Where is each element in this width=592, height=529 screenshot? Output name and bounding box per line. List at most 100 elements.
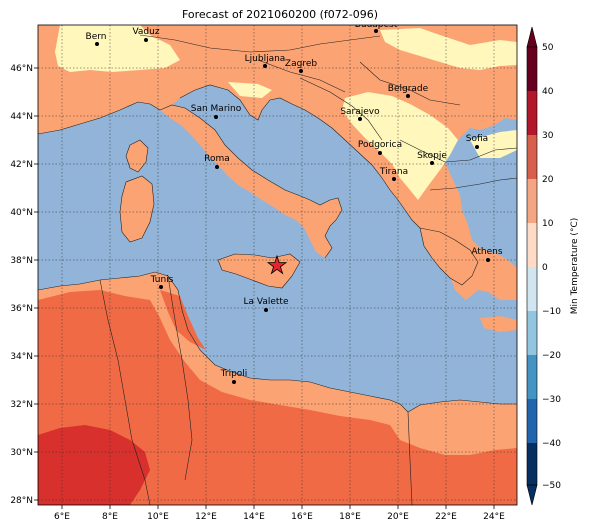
northern-land	[38, 25, 517, 300]
balkan-mild-zone	[342, 92, 458, 200]
apennine-mild-zone	[228, 82, 272, 98]
city-tunis: Tunis	[150, 275, 174, 289]
colorbar-tick-label: 40	[542, 87, 554, 97]
city-ljubljana: Ljubljana	[245, 54, 286, 68]
east-mild-zone	[470, 130, 517, 158]
lon-tick-label: 16°E	[291, 512, 313, 522]
city-label: Sarajevo	[340, 107, 380, 117]
africa-very-hot-zone	[38, 425, 150, 505]
lon-tick-label: 22°E	[435, 512, 457, 522]
colorbar-tick-label: 10	[542, 219, 554, 229]
crete-island	[480, 316, 517, 332]
colorbar-tick-label: 0	[542, 263, 548, 273]
colorbar-tick-label: −50	[542, 481, 561, 491]
longitude-axis: 6°E 8°E 10°E 12°E 14°E 16°E 18°E 20°E 22…	[54, 505, 505, 522]
lon-tick-label: 6°E	[54, 512, 70, 522]
lat-tick-label: 36°N	[10, 304, 33, 314]
city-label: Vaduz	[132, 27, 159, 37]
lat-tick-label: 38°N	[10, 256, 33, 266]
city-budapest: Budapest	[355, 20, 398, 33]
figure-title: Forecast of 2021060200 (f072-096)	[182, 8, 378, 21]
colorbar-label: Min Temperature (°C)	[570, 218, 580, 315]
lon-tick-label: 8°E	[102, 512, 118, 522]
colorbar-segment	[527, 135, 537, 179]
lon-tick-label: 12°E	[195, 512, 217, 522]
colorbar-segment	[527, 311, 537, 355]
city-label: Roma	[204, 154, 230, 164]
city-label: Ljubljana	[245, 54, 286, 64]
colorbar-tick-label: −30	[542, 395, 561, 405]
greece-land	[420, 228, 478, 285]
colorbar-segment	[527, 223, 537, 267]
alps-mild-zone	[55, 25, 180, 72]
colorbar-segment	[527, 355, 537, 399]
colorbar-frame	[526, 46, 538, 486]
city-la-valette: La Valette	[244, 297, 289, 312]
city-belgrade: Belgrade	[388, 84, 429, 98]
lat-tick-label: 28°N	[10, 496, 33, 506]
lat-tick-label: 46°N	[10, 64, 33, 74]
city-podgorica: Podgorica	[358, 140, 402, 155]
lat-tick-label: 34°N	[10, 352, 33, 362]
city-zagreb: Zagreb	[285, 59, 317, 73]
city-label: Belgrade	[388, 84, 429, 94]
colorbar-segment	[527, 91, 537, 135]
colorbar-tick-label: 30	[542, 131, 554, 141]
colorbar-segment	[527, 179, 537, 223]
lat-tick-label: 44°N	[10, 112, 33, 122]
lon-tick-label: 10°E	[147, 512, 169, 522]
city-tirana: Tirana	[379, 167, 408, 181]
city-bern: Bern	[86, 32, 107, 46]
city-label: Skopje	[417, 151, 447, 161]
star-marker-icon	[266, 254, 288, 275]
italy-land	[160, 105, 342, 258]
colorbar-segment	[527, 267, 537, 311]
city-label: Bern	[86, 32, 107, 42]
colorbar-segment	[527, 443, 537, 485]
city-label: Sofia	[466, 134, 488, 144]
city-label: Zagreb	[285, 59, 317, 69]
colorbar-min-extend	[526, 484, 538, 506]
pannonia-mild-zone	[380, 28, 517, 70]
colorbar-tick-label: 50	[542, 43, 554, 53]
city-label: San Marino	[191, 104, 242, 114]
city-roma: Roma	[204, 154, 230, 169]
latitude-axis: 46°N 44°N 42°N 40°N 38°N 36°N 34°N 32°N …	[10, 64, 38, 506]
sardinia-island	[120, 176, 154, 242]
map-frame	[37, 24, 518, 506]
lat-tick-label: 32°N	[10, 400, 33, 410]
lon-tick-label: 18°E	[339, 512, 361, 522]
lat-tick-label: 30°N	[10, 448, 33, 458]
colorbar-tick-label: 20	[542, 175, 554, 185]
city-vaduz: Vaduz	[132, 27, 160, 42]
map-area: Bern Vaduz Budapest Ljubljana Zagreb Bel…	[38, 20, 517, 505]
lat-tick-label: 42°N	[10, 160, 33, 170]
colorbar-max-extend	[526, 26, 538, 48]
lon-tick-label: 20°E	[387, 512, 409, 522]
city-tripoli: Tripoli	[220, 369, 248, 384]
colorbar-tick-label: −20	[542, 351, 561, 361]
city-san-marino: San Marino	[191, 104, 242, 119]
corsica-island	[126, 140, 148, 172]
city-label: Tunis	[150, 275, 174, 285]
city-label: Budapest	[355, 20, 398, 30]
lon-tick-label: 24°E	[483, 512, 505, 522]
colorbar-segment	[527, 399, 537, 443]
city-skopje: Skopje	[417, 151, 447, 165]
colorbar-segment	[527, 47, 537, 91]
city-label: Tripoli	[220, 369, 248, 379]
city-markers: Bern Vaduz Budapest Ljubljana Zagreb Bel…	[86, 20, 503, 384]
colorbar-tick-label: −10	[542, 307, 561, 317]
colorbar-tick-label: −40	[542, 439, 561, 449]
lat-tick-label: 40°N	[10, 208, 33, 218]
lon-tick-label: 14°E	[243, 512, 265, 522]
city-label: La Valette	[244, 297, 289, 307]
city-label: Athens	[471, 247, 502, 257]
city-athens: Athens	[471, 247, 503, 262]
city-label: Podgorica	[358, 140, 402, 150]
city-label: Tirana	[379, 167, 408, 177]
city-sarajevo: Sarajevo	[340, 107, 380, 121]
country-borders	[38, 34, 517, 505]
colorbar: 50 40 30 20 10 0 −10 −20 −30 −40 −50 Min…	[526, 26, 580, 506]
